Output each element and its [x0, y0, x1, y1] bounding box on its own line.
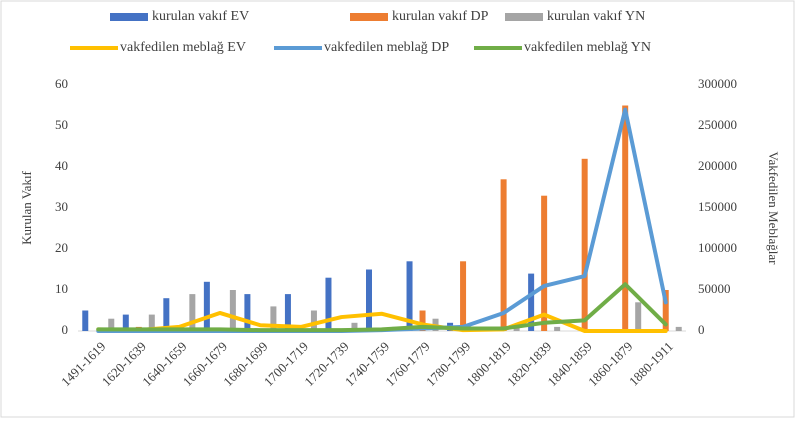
legend-label: kurulan vakıf YN [547, 9, 645, 24]
bar [500, 179, 507, 331]
line [96, 282, 668, 333]
bar [229, 290, 236, 331]
legend-swatch [505, 13, 543, 21]
y2-tick-label: 250000 [698, 117, 737, 132]
bar [189, 294, 196, 331]
bar [554, 326, 561, 331]
bar [366, 269, 372, 331]
bar [581, 158, 588, 331]
legend-swatch [350, 13, 388, 21]
bar [325, 277, 332, 331]
bar [203, 281, 210, 331]
bar [351, 322, 358, 331]
bar [622, 105, 629, 331]
bar [284, 294, 291, 331]
legend-swatch [110, 13, 148, 21]
bar [122, 314, 129, 331]
bar [148, 314, 155, 331]
bar [163, 298, 170, 331]
bar [108, 318, 115, 331]
bar [270, 306, 277, 331]
bar [310, 310, 317, 331]
y2-tick-label: 150000 [698, 199, 737, 214]
legend-label: kurulan vakıf EV [152, 9, 249, 24]
y-tick-label: 60 [55, 76, 68, 91]
y2-tick-label: 300000 [698, 76, 737, 91]
legend-label: vakfedilen meblağ YN [524, 40, 651, 55]
y2-tick-label: 0 [698, 322, 705, 337]
y2-axis-label: Vakfedilen Meblağlar [766, 152, 781, 266]
bar [406, 261, 413, 331]
bar [513, 326, 520, 331]
y-tick-label: 50 [55, 117, 68, 132]
y-tick-label: 20 [55, 240, 68, 255]
y-tick-label: 10 [55, 281, 68, 296]
legend-label: vakfedilen meblağ EV [120, 40, 246, 55]
bar [82, 310, 89, 331]
y-axis-label: Kurulan Vakıf [19, 170, 34, 244]
y-tick-label: 40 [55, 158, 68, 173]
bar [419, 310, 426, 331]
y2-tick-label: 50000 [698, 281, 731, 296]
legend-label: vakfedilen meblağ DP [324, 40, 449, 55]
y-tick-label: 30 [55, 199, 68, 214]
bar [635, 302, 642, 331]
y-tick-label: 0 [62, 322, 69, 337]
bar [662, 290, 669, 331]
bar [675, 326, 682, 331]
bar [528, 273, 535, 331]
line [96, 310, 668, 333]
bar [460, 261, 467, 331]
legend-label: kurulan vakıf DP [392, 9, 489, 24]
y2-tick-label: 200000 [698, 158, 737, 173]
bar [244, 294, 251, 331]
y2-tick-label: 100000 [698, 240, 737, 255]
bar [541, 195, 548, 331]
